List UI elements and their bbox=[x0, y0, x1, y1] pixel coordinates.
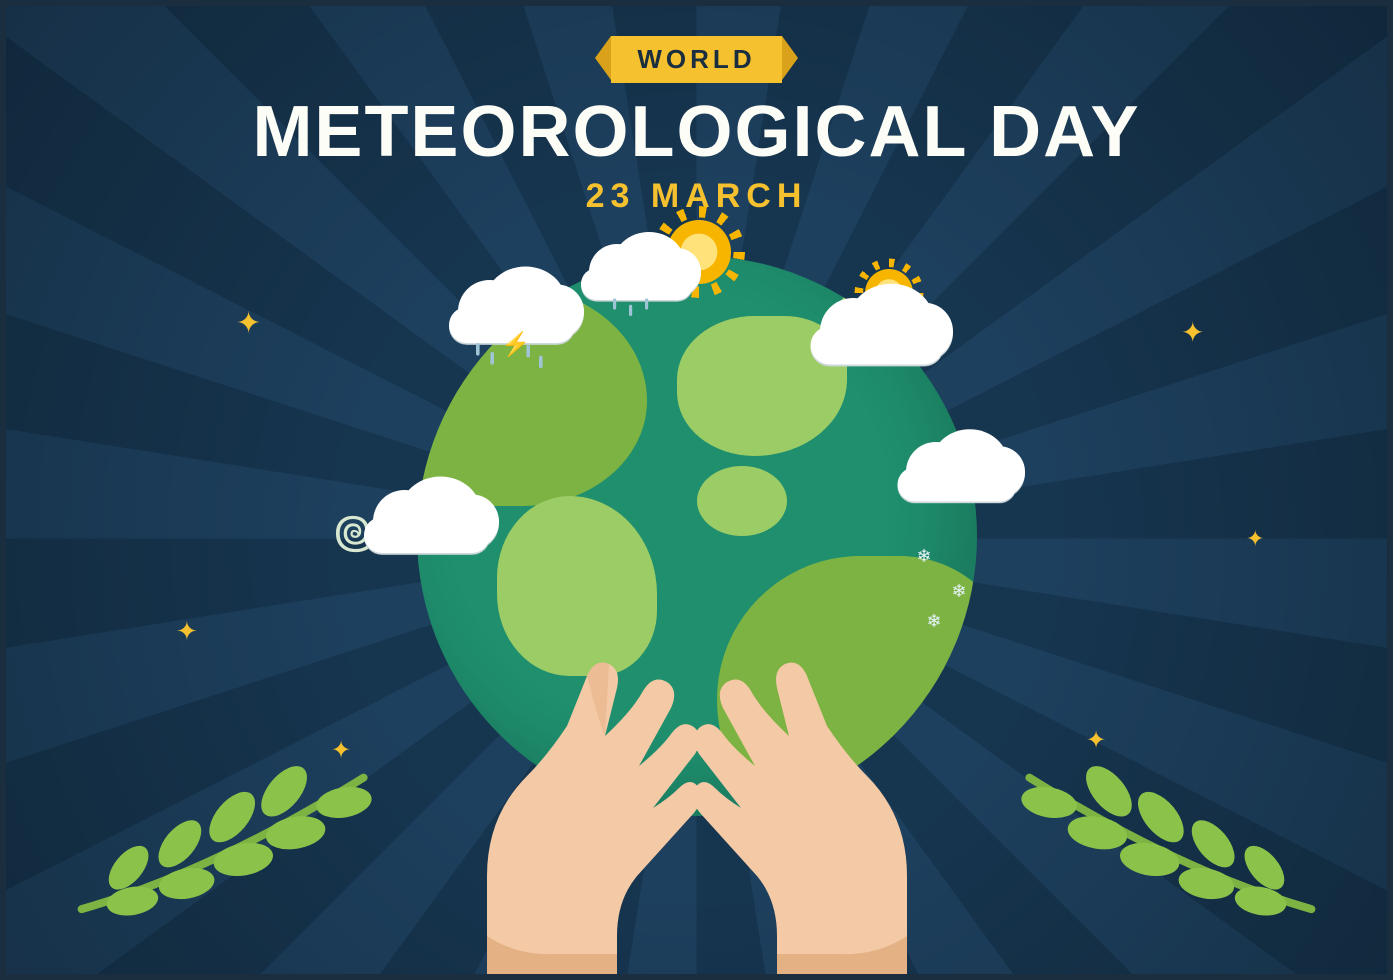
sparkle-icon: ✦ bbox=[176, 616, 198, 647]
sparkle-icon: ✦ bbox=[236, 306, 261, 341]
snowflake-icon: ❄ bbox=[917, 546, 932, 567]
main-title: METEOROLOGICAL DAY bbox=[6, 91, 1387, 173]
snowflake-icon: ❄ bbox=[952, 581, 967, 602]
hand-left-icon bbox=[447, 576, 707, 980]
sparkle-icon: ✦ bbox=[1246, 526, 1264, 552]
rain-cloud-icon bbox=[581, 252, 693, 300]
poster-canvas: WORLD METEOROLOGICAL DAY 23 MARCH ✦ ✦ ✦ … bbox=[0, 0, 1393, 980]
ribbon-label: WORLD bbox=[611, 36, 781, 83]
sparkle-icon: ✦ bbox=[1181, 316, 1204, 349]
wind-cloud-icon: ꩜꩜ bbox=[364, 499, 490, 553]
cloud-icon bbox=[897, 451, 1016, 502]
storm-cloud-icon: ⚡ bbox=[449, 289, 575, 343]
title-block: WORLD METEOROLOGICAL DAY 23 MARCH bbox=[6, 36, 1387, 216]
continent-shape bbox=[697, 466, 787, 536]
earth-scene: ⚡ ꩜꩜ ❄ ❄ ❄ bbox=[387, 256, 1007, 956]
hand-right-icon bbox=[687, 576, 947, 980]
cloud-icon bbox=[810, 308, 943, 365]
